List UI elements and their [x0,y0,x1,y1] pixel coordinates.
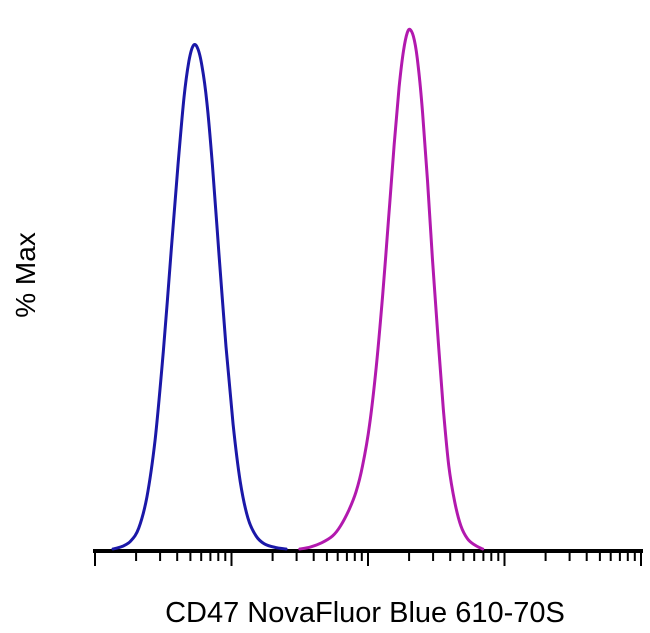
x-axis-major-ticks [94,553,642,566]
x-axis-minor-ticks [135,553,636,561]
magenta-histogram-curve [298,27,485,551]
blue-histogram-curve [111,43,288,551]
x-axis-label: CD47 NovaFluor Blue 610-70S [165,597,565,629]
